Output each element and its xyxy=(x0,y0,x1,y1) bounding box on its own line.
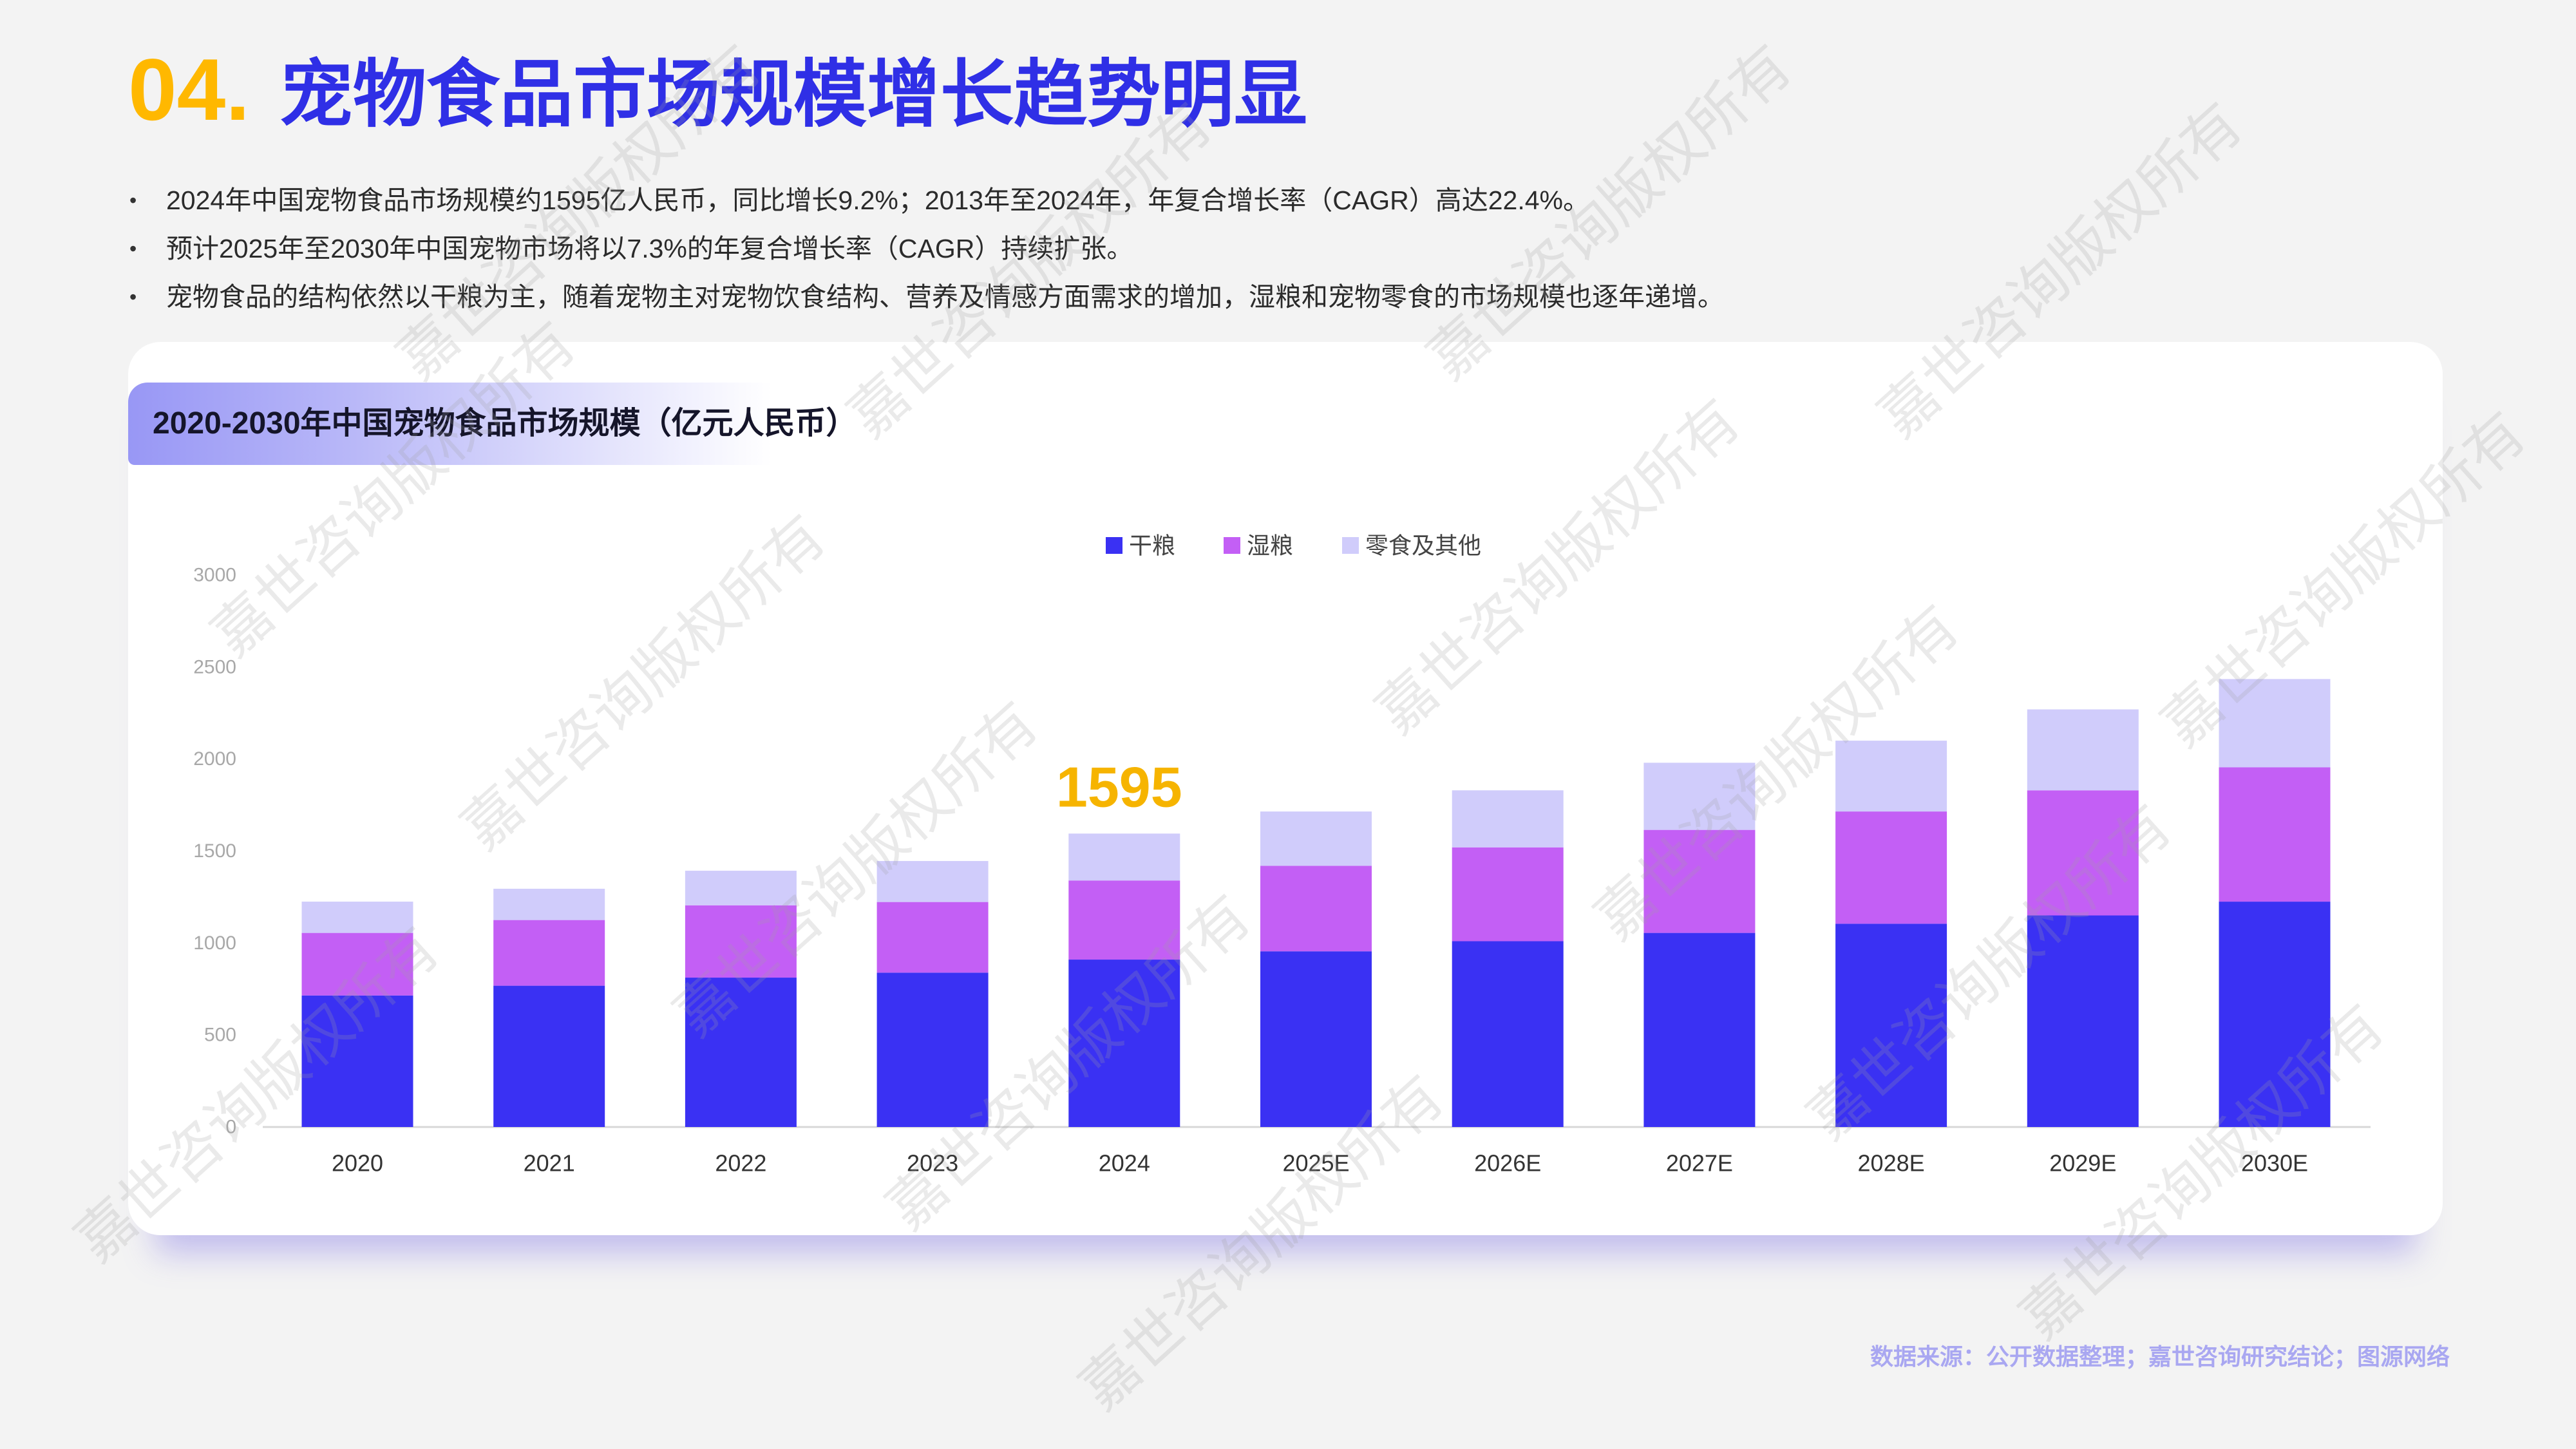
y-tick-label: 3000 xyxy=(193,565,236,586)
bar-wet-food-2027e xyxy=(1643,829,1756,933)
bullet-list: 2024年中国宠物食品市场规模约1595亿人民币，同比增长9.2%；2013年至… xyxy=(128,176,1724,321)
bar-wet-food-2022 xyxy=(685,905,797,978)
bar-dry-food-2025e xyxy=(1260,951,1372,1127)
bar-dry-food-2029e xyxy=(2027,915,2139,1127)
chart-title-badge xyxy=(128,383,772,465)
legend-swatch-snacks-and-other xyxy=(1342,537,1359,554)
chart-card: 2020-2030年中国宠物食品市场规模（亿元人民币） 0 500 1000 1500… xyxy=(128,342,2443,1235)
data-label-2024: 1595 xyxy=(1056,755,1182,819)
bar-snacks-and-other-2024 xyxy=(1068,833,1180,881)
x-tick-label: 2030E xyxy=(2241,1150,2308,1177)
bar-wet-food-2028e xyxy=(1835,811,1947,924)
legend-label-dry-food: 干粮 xyxy=(1129,533,1175,559)
bar-snacks-and-other-2026e xyxy=(1452,790,1564,848)
bar-snacks-and-other-2022 xyxy=(685,871,797,905)
legend-label-wet-food: 湿粮 xyxy=(1247,533,1293,559)
bar-dry-food-2022 xyxy=(685,978,797,1127)
section-number: 04. xyxy=(128,41,251,138)
legend-swatch-dry-food xyxy=(1106,537,1122,554)
bar-snacks-and-other-2027e xyxy=(1643,762,1756,830)
bar-wet-food-2024 xyxy=(1068,880,1180,960)
bar-wet-food-2030e xyxy=(2219,767,2331,902)
y-tick-label: 1500 xyxy=(193,840,236,862)
bar-wet-food-2025e xyxy=(1260,866,1372,952)
x-tick-label: 2027E xyxy=(1666,1150,1733,1177)
bar-wet-food-2021 xyxy=(493,920,605,986)
bar-dry-food-2030e xyxy=(2219,902,2331,1127)
bar-snacks-and-other-2020 xyxy=(301,902,413,933)
bar-wet-food-2026e xyxy=(1452,847,1564,942)
bar-dry-food-2024 xyxy=(1068,960,1180,1127)
legend-label-snacks-and-other: 零食及其他 xyxy=(1365,533,1481,559)
x-tick-label: 2029E xyxy=(2049,1150,2116,1177)
bar-dry-food-2027e xyxy=(1643,933,1756,1127)
x-tick-label: 2026E xyxy=(1474,1150,1541,1177)
bar-dry-food-2023 xyxy=(876,972,989,1127)
x-tick-label: 2024 xyxy=(1099,1150,1150,1177)
bar-wet-food-2029e xyxy=(2027,790,2139,916)
bullet-item: 宠物食品的结构依然以干粮为主，随着宠物主对宠物饮食结构、营养及情感方面需求的增加… xyxy=(128,273,1724,321)
bar-snacks-and-other-2025e xyxy=(1260,811,1372,866)
x-tick-label: 2028E xyxy=(1858,1150,1925,1177)
bar-snacks-and-other-2021 xyxy=(493,889,605,920)
bar-snacks-and-other-2030e xyxy=(2219,679,2331,768)
legend-swatch-wet-food xyxy=(1224,537,1240,554)
bar-wet-food-2020 xyxy=(301,933,413,996)
x-tick-label: 2025E xyxy=(1282,1150,1349,1177)
bar-snacks-and-other-2028e xyxy=(1835,741,1947,812)
bar-dry-food-2028e xyxy=(1835,923,1947,1127)
bar-snacks-and-other-2029e xyxy=(2027,709,2139,791)
y-tick-label: 1000 xyxy=(193,933,236,954)
bar-dry-food-2026e xyxy=(1452,941,1564,1127)
x-tick-label: 2020 xyxy=(332,1150,383,1177)
x-tick-label: 2021 xyxy=(524,1150,575,1177)
y-tick-label: 2000 xyxy=(193,748,236,770)
bar-dry-food-2021 xyxy=(493,985,605,1127)
bar-wet-food-2023 xyxy=(876,902,989,973)
bar-dry-food-2020 xyxy=(301,995,413,1127)
slide-title: 04. 宠物食品市场规模增长趋势明显 xyxy=(128,41,1307,138)
x-tick-label: 2023 xyxy=(907,1150,958,1177)
bullet-item: 2024年中国宠物食品市场规模约1595亿人民币，同比增长9.2%；2013年至… xyxy=(128,176,1724,225)
source-note: 数据来源：公开数据整理；嘉世咨询研究结论；图源网络 xyxy=(1870,1343,2450,1370)
y-tick-label: 0 xyxy=(225,1117,236,1138)
x-tick-label: 2022 xyxy=(715,1150,766,1177)
slide-heading: 宠物食品市场规模增长趋势明显 xyxy=(279,54,1308,136)
bar-snacks-and-other-2023 xyxy=(876,860,989,902)
bullet-item: 预计2025年至2030年中国宠物市场将以7.3%的年复合增长率（CAGR）持续… xyxy=(128,225,1724,273)
y-tick-label: 2500 xyxy=(193,656,236,677)
y-tick-label: 500 xyxy=(204,1025,236,1046)
stacked-bar-chart: 0 500 1000 1500 2000 2500 3000 2020 2021 2022 2023… xyxy=(193,533,2371,1177)
chart-title: 2020-2030年中国宠物食品市场规模（亿元人民币） xyxy=(153,406,857,440)
